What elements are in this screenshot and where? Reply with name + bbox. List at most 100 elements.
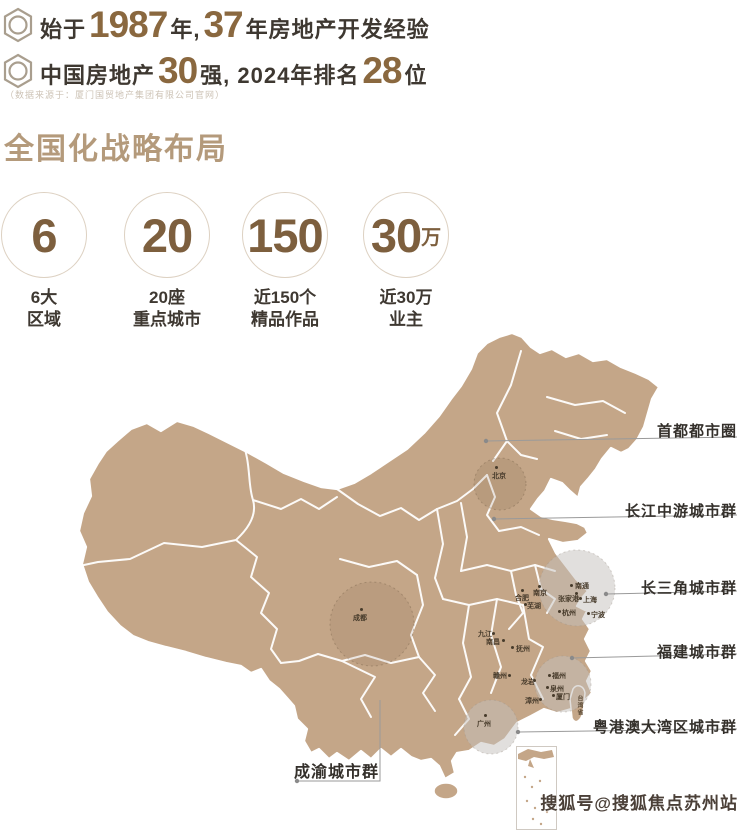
city-label: 成都 — [353, 615, 367, 622]
region-label-delta: 长三角城市群 — [640, 580, 737, 597]
stat-label: 6大区域 — [0, 287, 109, 331]
stat-circle: 6 — [1, 192, 87, 278]
city-label: 芜湖 — [527, 603, 541, 610]
south-china-sea-inset — [516, 746, 557, 830]
city-label: 合肥 — [515, 595, 529, 602]
city-dot — [484, 714, 487, 717]
stat-label-line1: 近150个 — [253, 288, 317, 307]
fujian-circle — [534, 655, 592, 713]
city-label: 张家港 — [558, 596, 579, 603]
city-label: 杭州 — [562, 610, 576, 617]
header-line-2: 中国房地产30 强, 2024年排名28 位 — [40, 50, 428, 92]
city-label-taiwan: 台湾省 — [576, 695, 582, 716]
city-dot — [492, 632, 495, 635]
city-dot — [558, 610, 561, 613]
header-text: 年房地产开发经验 — [245, 17, 430, 42]
stat-value: 30 — [370, 208, 422, 262]
city-dot — [570, 584, 573, 587]
city-dot — [538, 585, 541, 588]
city-dot — [546, 686, 549, 689]
city-label: 宁波 — [591, 612, 605, 619]
city-dot — [579, 597, 582, 600]
header-text: 年, — [170, 17, 201, 42]
data-source-note: （数据来源于：厦门国贸地产集团有限公司官网） — [5, 90, 226, 100]
stat-value: 20 — [141, 208, 193, 262]
city-label: 南昌 — [486, 639, 500, 646]
stat-label-line2: 重点城市 — [133, 310, 201, 329]
city-dot — [587, 612, 590, 615]
chengyu-circle — [329, 581, 415, 667]
city-label: 龙岩 — [521, 679, 535, 686]
stat-label-line1: 近30万 — [379, 288, 433, 307]
header-text: 中国房地产 — [40, 63, 156, 88]
region-label-mid-yangtze: 长江中游城市群 — [624, 503, 737, 520]
city-dot — [539, 698, 542, 701]
stat-circle: 20 — [124, 192, 210, 278]
watermark: 搜狐号@搜狐焦点苏州站 — [540, 794, 738, 813]
city-label: 福州 — [552, 673, 566, 680]
metro-circles — [329, 457, 616, 755]
china-map-svg — [77, 331, 738, 800]
city-dot — [360, 608, 363, 611]
city-dot — [521, 589, 524, 592]
region-label-chengyu: 成渝城市群 — [294, 764, 380, 781]
stat-label-line1: 20座 — [149, 288, 185, 307]
city-dot — [552, 694, 555, 697]
city-label: 上海 — [583, 597, 597, 604]
city-dot — [575, 592, 578, 595]
city-label: 赣州 — [493, 673, 507, 680]
city-label: 厦门 — [556, 694, 570, 701]
header-text: 始于 — [40, 17, 87, 42]
stat-label: 20座重点城市 — [102, 287, 232, 331]
inset-svg — [518, 749, 554, 826]
header-text: 强, 2024年排名 — [200, 63, 360, 88]
header-line-1: 始于1987 年,37 年房地产开发经验 — [40, 4, 430, 46]
stat-label-line2: 精品作品 — [251, 310, 319, 329]
stat-cities: 20 20座重点城市 — [102, 192, 232, 331]
china-outline — [77, 331, 661, 781]
section-title: 全国化战略布局 — [4, 133, 228, 166]
region-label-fujian: 福建城市群 — [656, 644, 737, 661]
header-text: 位 — [404, 63, 428, 88]
stat-circle: 30 万 — [363, 192, 449, 278]
stat-owners: 30 万 近30万业主 — [341, 192, 471, 331]
china-map: 首都都市圈 长江中游城市群 长三角城市群 福建城市群 粤港澳大湾区城市群 成渝城… — [0, 330, 740, 830]
hainan-island — [433, 782, 459, 800]
city-label: 泉州 — [550, 686, 564, 693]
header-number: 30 — [158, 50, 198, 91]
inset-islands — [523, 775, 551, 826]
city-dot — [533, 679, 536, 682]
city-label: 漳州 — [525, 698, 539, 705]
city-dot — [524, 603, 527, 606]
city-label: 南京 — [533, 590, 547, 597]
city-dot — [495, 466, 498, 469]
city-label: 南通 — [575, 583, 589, 590]
delta-circle — [538, 549, 616, 627]
stat-projects: 150 近150个精品作品 — [220, 192, 350, 331]
stat-circle: 150 — [242, 192, 328, 278]
region-label-bay-area: 粤港澳大湾区城市群 — [592, 719, 737, 736]
capital-circle — [473, 457, 527, 511]
city-dot — [508, 674, 511, 677]
stat-label-line1: 6大 — [30, 288, 58, 307]
stat-regions: 6 6大区域 — [0, 192, 109, 331]
city-dot — [511, 646, 514, 649]
header-number: 1987 — [89, 4, 168, 45]
header-number: 37 — [203, 4, 243, 45]
inset-coast — [518, 749, 554, 761]
bay-circle — [463, 699, 519, 755]
city-label: 北京 — [492, 473, 506, 480]
city-label: 抚州 — [516, 646, 530, 653]
city-dot — [502, 639, 505, 642]
stat-label-line2: 区域 — [27, 310, 61, 329]
city-label: 九江 — [478, 631, 492, 638]
stat-label: 近30万业主 — [341, 287, 471, 331]
stat-value: 150 — [247, 208, 323, 262]
city-label: 广州 — [477, 721, 491, 728]
stat-label-line2: 业主 — [389, 310, 423, 329]
city-dot — [548, 674, 551, 677]
callout-lines — [297, 436, 738, 782]
inset-peninsula — [528, 759, 534, 768]
stat-unit: 万 — [421, 226, 442, 249]
